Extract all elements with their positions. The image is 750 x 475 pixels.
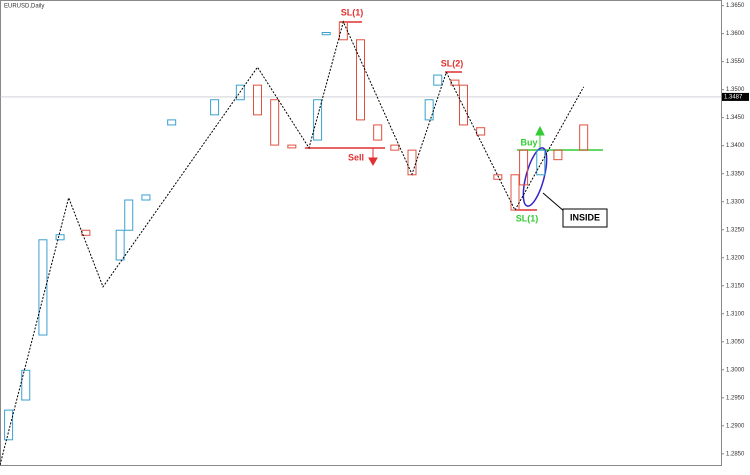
sl-label: SL(1) xyxy=(341,7,364,17)
y-tick-label: 1.2850 xyxy=(726,451,745,457)
sl-label: SL(1) xyxy=(516,213,539,223)
candle-body xyxy=(115,229,125,261)
current-price-label: 1.3487 xyxy=(724,94,743,100)
candle-body xyxy=(38,239,48,336)
candle-body xyxy=(4,409,14,441)
y-tick-label: 1.3050 xyxy=(726,339,745,345)
candle-body xyxy=(287,144,297,149)
sell-arrow xyxy=(368,148,378,167)
sell-label: Sell xyxy=(348,152,364,162)
candle-body xyxy=(55,234,65,241)
y-tick-label: 1.3400 xyxy=(726,143,745,149)
y-tick-label: 1.2950 xyxy=(726,395,745,401)
y-tick-label: 1.3600 xyxy=(726,31,745,37)
y-tick-label: 1.3500 xyxy=(726,87,745,93)
y-tick-label: 1.2900 xyxy=(726,423,745,429)
y-tick-label: 1.3450 xyxy=(726,115,745,121)
candle-body xyxy=(424,99,434,121)
y-tick-label: 1.3300 xyxy=(726,199,745,205)
candle-body xyxy=(493,174,503,180)
y-tick-label: 1.3150 xyxy=(726,283,745,289)
candle-body xyxy=(553,149,563,161)
candle-body xyxy=(235,84,245,101)
y-tick-label: 1.3650 xyxy=(726,3,745,9)
buy-label: Buy xyxy=(520,137,537,147)
candle-body xyxy=(321,31,331,36)
chart-title: EURUSD,Daily xyxy=(4,4,44,10)
candle-body xyxy=(21,369,31,401)
y-tick-label: 1.3000 xyxy=(726,367,745,373)
candle-body xyxy=(510,174,520,211)
candle-body xyxy=(536,149,546,176)
sl-label: SL(2) xyxy=(441,58,464,68)
candle-body xyxy=(433,74,443,86)
candle-body xyxy=(124,199,134,231)
candle-body xyxy=(407,149,417,176)
buy-arrow xyxy=(535,125,545,150)
candle-body xyxy=(313,99,323,141)
candle-body xyxy=(450,79,460,86)
current-price-box xyxy=(722,92,749,101)
candle-body xyxy=(519,149,529,186)
y-tick-label: 1.3350 xyxy=(726,171,745,177)
inside-box xyxy=(562,208,608,228)
plot-frame xyxy=(0,0,722,466)
inside-ellipse xyxy=(522,147,548,207)
candle-body xyxy=(373,124,383,141)
inside-pointer xyxy=(542,192,566,213)
candle-body xyxy=(459,84,468,126)
y-tick-label: 1.3200 xyxy=(726,255,745,261)
candle-body xyxy=(270,99,280,146)
y-tick-label: 1.3250 xyxy=(726,227,745,233)
y-tick-label: 1.3550 xyxy=(726,59,745,65)
candle-body xyxy=(141,194,151,201)
candle-body xyxy=(338,21,348,41)
inside-label: INSIDE xyxy=(570,212,600,222)
candle-body xyxy=(356,39,365,121)
candle-body xyxy=(476,127,486,136)
zigzag-line xyxy=(0,20,585,466)
candle-body xyxy=(390,144,400,151)
candle-body xyxy=(210,99,220,116)
candle-body xyxy=(579,124,589,151)
candle-body xyxy=(167,119,177,126)
candle-body xyxy=(253,84,262,116)
y-tick-label: 1.3100 xyxy=(726,311,745,317)
